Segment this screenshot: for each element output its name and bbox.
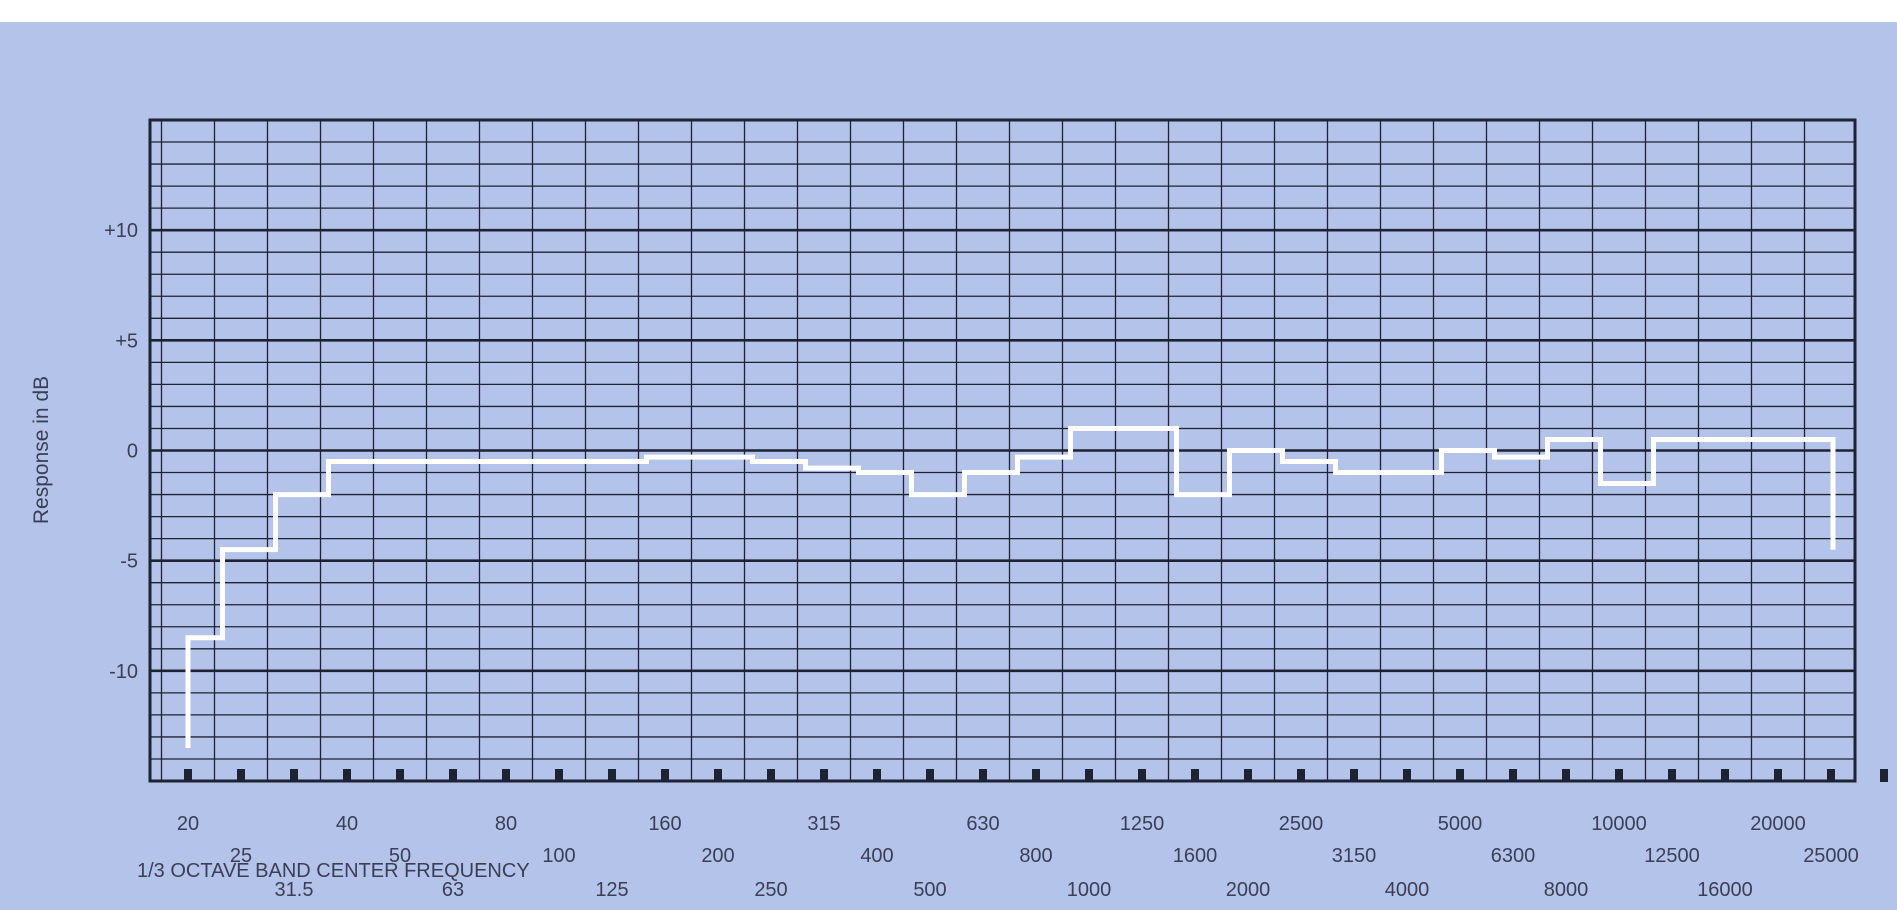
- x-tick-label: 125: [595, 879, 628, 901]
- x-tick-marker: [820, 769, 828, 782]
- x-tick-label: 100: [542, 845, 575, 867]
- x-tick-marker: [714, 769, 722, 782]
- x-tick-marker: [1350, 769, 1358, 782]
- x-tick-label: 31.5: [275, 879, 314, 901]
- x-tick-marker: [1827, 769, 1835, 782]
- x-tick-label: 1000: [1067, 879, 1112, 901]
- x-tick-label: 160: [648, 813, 681, 835]
- x-tick-label: 12500: [1644, 845, 1700, 867]
- x-tick-label: 63: [442, 879, 464, 901]
- x-tick-marker: [1668, 769, 1676, 782]
- x-tick-labels: 20 25 31.5 40 50 63 80 100 125 160 200 250 315 400 500…: [177, 813, 1859, 901]
- y-tick-label: -5: [120, 551, 138, 573]
- x-tick-label: 3150: [1332, 845, 1377, 867]
- x-tick-markers: [184, 769, 1888, 782]
- y-tick-label: +10: [104, 220, 138, 242]
- x-tick-marker: [1880, 769, 1888, 782]
- x-tick-marker: [237, 769, 245, 782]
- y-tick-label: -10: [109, 661, 138, 683]
- x-tick-marker: [184, 769, 192, 782]
- response-chart: +10 +5 0 -5 -10 20 25 31.5 40 50 63 80 100 125 160 200…: [30, 118, 1888, 901]
- x-tick-label: 5000: [1438, 813, 1483, 835]
- x-tick-marker: [1562, 769, 1570, 782]
- x-tick-label: 20: [177, 813, 199, 835]
- x-tick-label: 4000: [1385, 879, 1430, 901]
- x-tick-marker: [290, 769, 298, 782]
- x-tick-label: 10000: [1591, 813, 1647, 835]
- x-tick-label: 800: [1019, 845, 1052, 867]
- x-tick-marker: [979, 769, 987, 782]
- x-tick-marker: [1032, 769, 1040, 782]
- x-tick-marker: [555, 769, 563, 782]
- x-tick-marker: [449, 769, 457, 782]
- x-tick-marker: [1403, 769, 1411, 782]
- x-tick-label: 400: [860, 845, 893, 867]
- x-tick-label: 25000: [1803, 845, 1859, 867]
- x-tick-marker: [1509, 769, 1517, 782]
- x-tick-label: 25: [230, 845, 252, 867]
- x-tick-label: 1250: [1120, 813, 1165, 835]
- x-tick-marker: [1244, 769, 1252, 782]
- x-tick-marker: [396, 769, 404, 782]
- x-tick-label: 630: [966, 813, 999, 835]
- x-tick-label: 315: [807, 813, 840, 835]
- x-tick-marker: [1085, 769, 1093, 782]
- x-tick-marker: [1615, 769, 1623, 782]
- x-tick-marker: [661, 769, 669, 782]
- plot-border: [148, 118, 1857, 783]
- x-tick-label: 6300: [1491, 845, 1536, 867]
- y-tick-labels: +10 +5 0 -5 -10: [104, 220, 138, 683]
- response-trace: [185, 425, 1836, 748]
- x-tick-label: 50: [389, 845, 411, 867]
- x-tick-marker: [1191, 769, 1199, 782]
- x-tick-marker: [608, 769, 616, 782]
- x-tick-label: 80: [495, 813, 517, 835]
- x-tick-marker: [343, 769, 351, 782]
- x-tick-marker: [502, 769, 510, 782]
- x-tick-label: 40: [336, 813, 358, 835]
- y-tick-label: +5: [115, 330, 138, 352]
- x-tick-label: 16000: [1697, 879, 1753, 901]
- x-tick-marker: [1456, 769, 1464, 782]
- x-tick-label: 8000: [1544, 879, 1589, 901]
- y-tick-label: 0: [127, 441, 138, 463]
- x-tick-marker: [1774, 769, 1782, 782]
- chart-figure: +10 +5 0 -5 -10 20 25 31.5 40 50 63 80 100 125 160 200…: [0, 22, 1897, 910]
- x-tick-marker: [1721, 769, 1729, 782]
- x-tick-marker: [1138, 769, 1146, 782]
- x-tick-marker: [926, 769, 934, 782]
- x-tick-label: 2000: [1226, 879, 1271, 901]
- x-tick-marker: [1297, 769, 1305, 782]
- major-gridlines: [150, 228, 1855, 673]
- x-tick-label: 2500: [1279, 813, 1324, 835]
- y-axis-label: Response in dB: [30, 376, 53, 524]
- x-tick-label: 20000: [1750, 813, 1806, 835]
- x-axis-label: 1/3 OCTAVE BAND CENTER FREQUENCY: [137, 860, 530, 882]
- x-tick-label: 250: [754, 879, 787, 901]
- x-tick-marker: [873, 769, 881, 782]
- x-tick-label: 200: [701, 845, 734, 867]
- x-tick-label: 1600: [1173, 845, 1218, 867]
- x-tick-marker: [767, 769, 775, 782]
- x-tick-label: 500: [913, 879, 946, 901]
